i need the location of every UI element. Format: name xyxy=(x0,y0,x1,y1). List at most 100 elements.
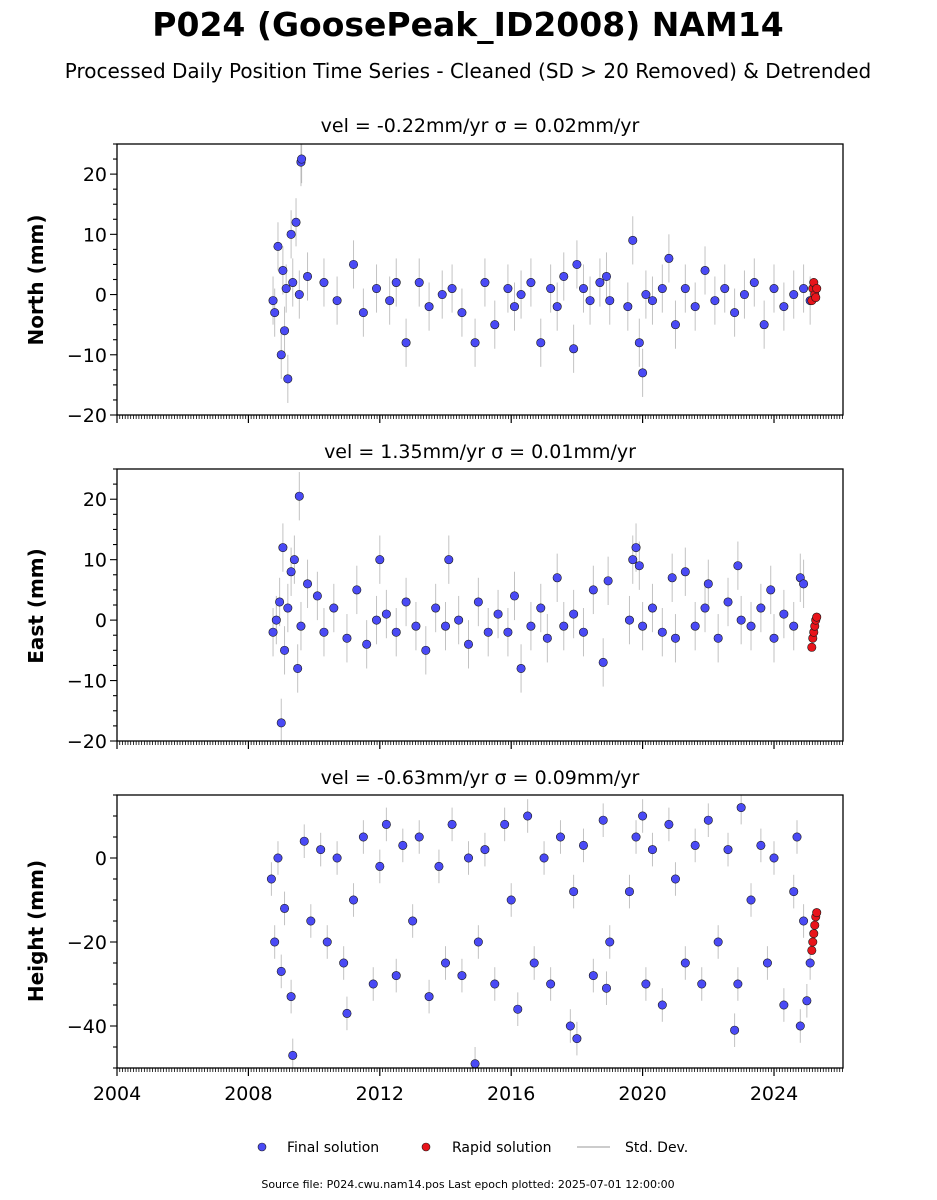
height-final-point xyxy=(779,1000,789,1010)
height-rapid-point xyxy=(809,929,819,939)
east-final-point xyxy=(638,621,648,631)
north-final-point xyxy=(536,338,546,348)
height-rapid-point xyxy=(810,920,820,930)
height-final-point xyxy=(680,958,690,968)
east-final-point xyxy=(381,609,391,619)
north-final-point xyxy=(414,278,424,288)
height-final-point xyxy=(473,937,483,947)
height-final-point xyxy=(523,811,533,821)
height-final-point xyxy=(306,916,316,926)
height-final-point xyxy=(789,887,799,897)
north-final-point xyxy=(601,271,611,281)
height-final-point xyxy=(605,937,615,947)
north-y-axis-label: North (mm) xyxy=(24,214,48,345)
height-final-point xyxy=(546,979,556,989)
east-final-point xyxy=(624,615,634,625)
height-final-point xyxy=(769,853,779,863)
north-final-point xyxy=(268,296,278,306)
east-final-point xyxy=(268,627,278,637)
height-final-point xyxy=(434,861,444,871)
east-final-point xyxy=(286,567,296,577)
east-final-point xyxy=(329,603,339,613)
east-final-point xyxy=(483,627,493,637)
height-final-point xyxy=(746,895,756,905)
height-rapid-point xyxy=(812,908,822,918)
north-final-point xyxy=(291,217,301,227)
height-final-point xyxy=(513,1004,523,1014)
east-final-point xyxy=(276,718,286,728)
north-final-point xyxy=(503,284,513,294)
east-panel: vel = 1.35mm/yr σ = 0.01mm/yr East (mm) … xyxy=(24,441,844,753)
height-axes-frame xyxy=(116,794,844,1069)
height-final-point xyxy=(316,845,326,855)
height-final-point xyxy=(641,979,651,989)
north-final-point xyxy=(424,302,434,312)
east-final-point xyxy=(411,621,421,631)
north-final-point xyxy=(779,302,789,312)
east-final-point xyxy=(598,657,608,667)
east-final-point xyxy=(444,555,454,565)
height-final-point xyxy=(349,895,359,905)
height-final-point xyxy=(703,815,713,825)
height-final-point xyxy=(414,832,424,842)
north-final-point xyxy=(595,278,605,288)
figure-title: P024 (GoosePeak_ID2008) NAM14 xyxy=(152,5,783,44)
height-panel: vel = -0.63mm/yr σ = 0.09mm/yr Height (m… xyxy=(24,767,844,1105)
east-final-point xyxy=(431,603,441,613)
height-final-point xyxy=(500,819,510,829)
east-final-point xyxy=(526,621,536,631)
north-final-point xyxy=(578,284,588,294)
height-final-point xyxy=(657,1000,667,1010)
north-y-tick-label: −10 xyxy=(67,345,107,367)
north-final-point xyxy=(303,271,313,281)
north-final-point xyxy=(546,284,556,294)
east-final-point xyxy=(509,591,519,601)
height-final-point xyxy=(280,903,290,913)
east-final-point xyxy=(375,555,385,565)
east-final-point xyxy=(303,579,313,589)
east-final-point xyxy=(312,591,322,601)
height-final-point xyxy=(730,1025,740,1035)
height-final-point xyxy=(529,958,539,968)
height-final-point xyxy=(447,819,457,829)
north-final-point xyxy=(270,308,280,318)
east-final-point xyxy=(700,603,710,613)
height-final-point xyxy=(381,819,391,829)
legend-std-label: Std. Dev. xyxy=(625,1140,688,1156)
height-final-point xyxy=(555,832,565,842)
east-y-tick-label: −20 xyxy=(67,731,107,753)
height-final-point xyxy=(299,836,309,846)
north-final-point xyxy=(647,296,657,306)
north-final-point xyxy=(281,284,291,294)
height-final-point xyxy=(339,958,349,968)
height-final-point xyxy=(539,853,549,863)
north-final-point xyxy=(288,278,298,288)
north-final-point xyxy=(730,308,740,318)
east-final-point xyxy=(493,609,503,619)
north-final-point xyxy=(641,290,651,300)
north-y-tick-label: 0 xyxy=(95,285,107,307)
east-final-point xyxy=(789,621,799,631)
north-final-point xyxy=(332,296,342,306)
height-final-point xyxy=(273,853,283,863)
source-footer: Source file: P024.cwu.nam14.pos Last epo… xyxy=(261,1178,674,1191)
north-final-point xyxy=(273,241,283,251)
north-final-point xyxy=(286,229,296,239)
height-final-point xyxy=(368,979,378,989)
east-final-point xyxy=(473,597,483,607)
east-final-point xyxy=(516,663,526,673)
height-rapid-point xyxy=(807,945,817,955)
east-final-point xyxy=(667,573,677,583)
east-final-point xyxy=(464,639,474,649)
east-final-point xyxy=(391,627,401,637)
east-final-point xyxy=(799,579,809,589)
east-final-point xyxy=(559,621,569,631)
height-x-tick-label: 2024 xyxy=(750,1083,798,1105)
height-final-point xyxy=(736,803,746,813)
height-x-tick-label: 2016 xyxy=(487,1083,535,1105)
height-final-point xyxy=(624,887,634,897)
north-final-point xyxy=(372,284,382,294)
north-final-point xyxy=(349,259,359,269)
height-final-point xyxy=(457,971,467,981)
height-final-point xyxy=(802,996,812,1006)
